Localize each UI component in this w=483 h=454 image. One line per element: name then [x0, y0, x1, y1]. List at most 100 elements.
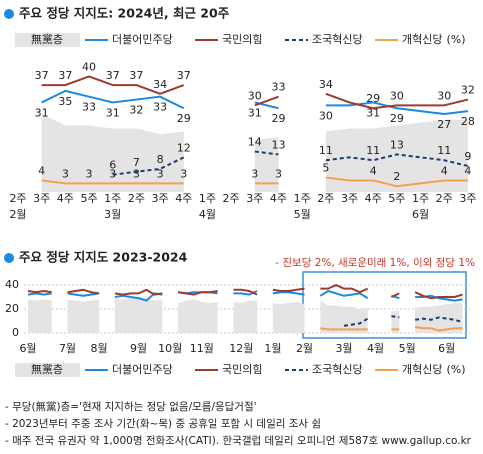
month-label: 5월 [294, 208, 311, 221]
x-tick-label: 4월 [367, 342, 384, 355]
x-tick-label: 2월 [296, 342, 313, 355]
month-label: 4월 [199, 208, 216, 221]
x-tick-label: 6월 [438, 342, 455, 355]
data-label: 13 [390, 138, 404, 151]
x-tick-label: 5주 [388, 192, 405, 205]
data-label: 30 [390, 89, 404, 102]
x-tick-label: 12월 [229, 342, 253, 355]
x-tick-label: 5월 [399, 342, 416, 355]
data-label: 4 [370, 164, 377, 177]
y-tick-label: 40 [5, 278, 19, 291]
x-tick-label: 9월 [130, 342, 147, 355]
data-label: 35 [58, 95, 72, 108]
x-tick-label: 6월 [19, 342, 36, 355]
x-tick-label: 4주 [57, 192, 74, 205]
data-label: 29 [390, 112, 404, 125]
note: - 2023년부터 주중 조사 기간(화~목) 중 공휴일 포함 시 데일리 조… [5, 417, 321, 430]
data-label: 31 [35, 106, 49, 119]
x-tick-label: 3주 [341, 192, 358, 205]
line [112, 150, 469, 176]
data-label: 29 [271, 112, 285, 125]
x-tick-label: 1주 [294, 192, 311, 205]
data-label: 3 [157, 167, 164, 180]
data-label: 3 [62, 167, 69, 180]
x-tick-label: 4주 [270, 192, 287, 205]
area [41, 114, 468, 192]
x-tick-label: 2주 [223, 192, 240, 205]
data-label: 34 [319, 78, 333, 91]
x-tick-label: 5주 [80, 192, 97, 205]
title-dot [4, 253, 14, 263]
x-tick-label: 10월 [158, 342, 182, 355]
data-label: 14 [248, 136, 262, 149]
data-label: 11 [366, 144, 380, 157]
legend-unit: (%) [446, 363, 465, 376]
data-label: 11 [319, 144, 333, 157]
note: - 매주 전국 유권자 약 1,000명 전화조사(CATI). 한국갤럽 데일… [5, 434, 472, 447]
data-label: 30 [437, 89, 451, 102]
x-tick-label: 7월 [59, 342, 76, 355]
legend-label: 조국혁신당 [312, 33, 363, 46]
data-label: 6 [109, 159, 116, 172]
x-tick-label: 8월 [91, 342, 108, 355]
x-tick-label: 2주 [9, 192, 26, 205]
data-label: 33 [271, 81, 285, 94]
line [343, 315, 463, 327]
x-tick-label: 11월 [190, 342, 214, 355]
data-label: 32 [461, 84, 475, 97]
x-tick-label: 1주 [199, 192, 216, 205]
data-label: 33 [153, 101, 167, 114]
line [320, 326, 463, 332]
data-label: 29 [177, 112, 191, 125]
line [27, 290, 463, 302]
x-tick-label: 3월 [335, 342, 352, 355]
data-label: 27 [437, 118, 451, 131]
x-tick-label: 4주 [175, 192, 192, 205]
x-tick-label: 3주 [33, 192, 50, 205]
legend-swatch [15, 363, 80, 377]
data-label: 34 [153, 78, 167, 91]
data-label: 9 [464, 150, 471, 163]
legend-label: 조국혁신당 [312, 363, 363, 376]
data-label: 2 [393, 170, 400, 183]
data-label: 30 [248, 89, 262, 102]
month-label: 6월 [412, 208, 429, 221]
data-label: 37 [177, 69, 191, 82]
data-label: 3 [133, 167, 140, 180]
month-label: 2월 [9, 208, 26, 221]
data-label: 28 [461, 115, 475, 128]
x-tick-label: 3주 [459, 192, 476, 205]
data-label: 4 [441, 164, 448, 177]
data-label: 33 [82, 101, 96, 114]
x-tick-label: 1월 [264, 342, 281, 355]
data-label: 3 [275, 167, 282, 180]
data-label: 30 [319, 109, 333, 122]
note: - 무당(無黨)층='현재 지지하는 정당 없음/모름/응답거절' [5, 400, 257, 413]
data-label: 31 [366, 106, 380, 119]
x-tick-label: 3주 [246, 192, 263, 205]
data-label: 12 [177, 141, 191, 154]
x-tick-label: 3주 [152, 192, 169, 205]
legend-swatch [15, 33, 80, 47]
data-label: 7 [133, 156, 140, 169]
data-label: 37 [129, 69, 143, 82]
area [28, 297, 463, 333]
legend-label: 개혁신당 [402, 363, 442, 376]
y-tick-label: 20 [5, 302, 19, 315]
chart-title: 주요 정당 지지도: 2024년, 최근 20주 [19, 6, 230, 21]
x-tick-label: 4주 [365, 192, 382, 205]
data-label: 29 [366, 92, 380, 105]
line [41, 176, 468, 188]
legend-label: 국민의힘 [222, 363, 262, 376]
month-label: 3월 [104, 208, 121, 221]
data-label: 40 [82, 60, 96, 73]
legend-label: 無黨층 [31, 32, 63, 46]
legend-label: 더불어민주당 [112, 33, 173, 46]
x-tick-label: 2주 [128, 192, 145, 205]
line [41, 75, 469, 110]
chart-title: 주요 정당 지지도 2023-2024 [19, 250, 188, 265]
legend-label: 無黨층 [31, 362, 63, 376]
data-label: 13 [271, 138, 285, 151]
